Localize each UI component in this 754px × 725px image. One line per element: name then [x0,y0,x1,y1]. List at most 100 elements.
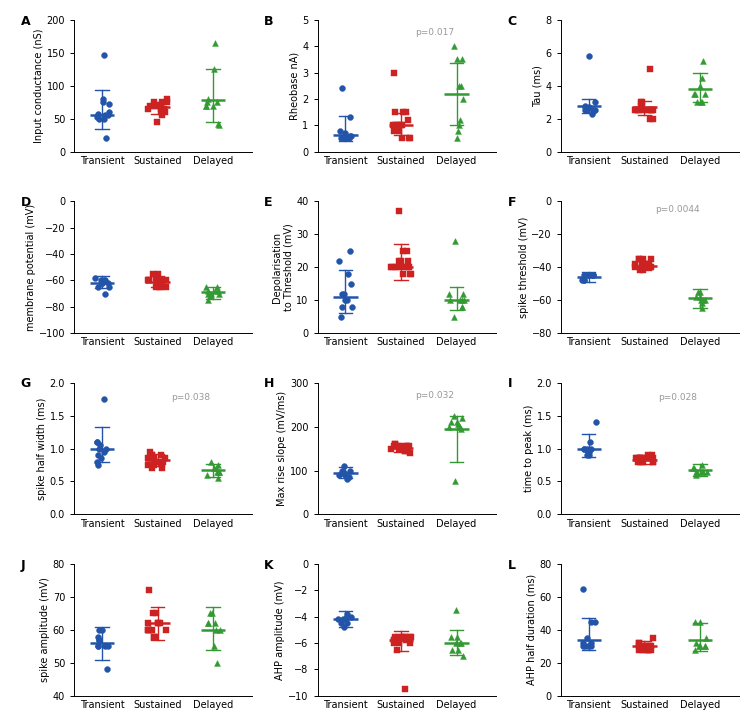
Point [210,618,222,629]
Point [97,93,109,104]
Point [587,270,599,281]
Point [389,439,401,450]
Point [400,107,412,118]
Point [146,452,158,464]
Point [400,441,412,452]
Point [590,416,602,428]
Y-axis label: Input conductance (nS): Input conductance (nS) [34,28,44,143]
Point [339,469,351,481]
Point [385,261,397,273]
Point [143,584,155,596]
Point [207,100,219,112]
Point [587,270,599,281]
Point [333,125,345,136]
Point [585,641,597,652]
Point [97,96,109,108]
Point [449,235,461,247]
Point [143,624,155,636]
Point [633,637,645,649]
Point [211,118,223,130]
Point [633,644,645,655]
Point [454,115,466,126]
Point [211,657,223,668]
Point [577,583,589,594]
Point [155,100,167,112]
Point [204,290,216,302]
Point [201,100,213,112]
Text: H: H [264,377,274,390]
Point [98,393,110,405]
Point [579,104,591,116]
Point [150,281,162,293]
Point [388,631,400,642]
Point [92,450,104,461]
Point [336,133,348,144]
Point [581,641,593,652]
Point [95,275,107,286]
Point [149,608,161,619]
Point [642,644,654,655]
Point [696,465,708,477]
Point [154,275,166,286]
Point [148,452,160,464]
Point [578,270,590,281]
Point [342,133,354,144]
Point [456,301,468,312]
Point [98,49,110,61]
Point [394,205,406,217]
Point [578,443,590,455]
Point [338,467,350,479]
Point [147,608,159,619]
Point [642,450,654,461]
Point [394,443,406,455]
Point [688,463,700,474]
Point [392,261,404,273]
Point [391,261,403,273]
Point [333,469,345,481]
Point [451,416,463,428]
Point [158,103,170,115]
Point [342,618,354,629]
Point [400,445,412,457]
Point [643,644,655,655]
Point [96,277,108,289]
Point [699,641,711,652]
Point [647,456,659,468]
Point [647,632,659,644]
Point [404,631,416,642]
Point [385,443,397,455]
Y-axis label: Max rise slope (mV/ms): Max rise slope (mV/ms) [277,391,287,506]
Point [404,268,416,280]
Point [639,261,651,273]
Point [146,450,158,461]
Point [584,436,596,448]
Point [402,254,414,266]
Point [456,412,468,423]
Point [647,113,659,125]
Point [90,436,103,448]
Point [91,108,103,120]
Text: p=0.038: p=0.038 [171,392,210,402]
Point [92,631,104,642]
Point [587,104,599,116]
Text: L: L [507,559,516,572]
Point [159,452,171,464]
Point [100,443,112,455]
Point [632,456,644,468]
Text: G: G [20,377,31,390]
Point [450,637,462,649]
Point [578,275,590,286]
Point [581,632,593,644]
Point [341,611,353,623]
Point [143,459,155,471]
Text: A: A [20,14,30,28]
Y-axis label: AHP half duration (ms): AHP half duration (ms) [527,574,537,686]
Point [336,288,348,299]
Point [93,634,105,646]
Point [342,268,354,280]
Point [149,456,161,468]
Point [156,277,168,289]
Point [400,261,412,273]
Point [645,641,657,652]
Point [639,104,651,116]
